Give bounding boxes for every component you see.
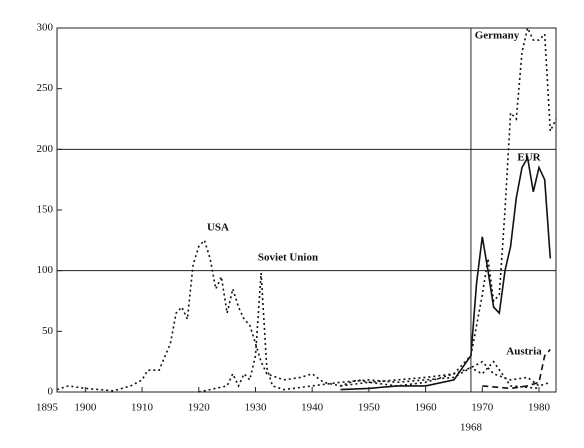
- y-tick-label: 250: [37, 82, 54, 94]
- series-label: Austria: [506, 346, 542, 358]
- series-label: EUR: [517, 152, 541, 164]
- y-tick-label: 300: [37, 22, 54, 34]
- y-tick-label: 200: [37, 143, 54, 155]
- series-label: Soviet Union: [258, 252, 318, 264]
- x-tick-label: 1895: [36, 402, 59, 414]
- marker-label: 1968: [460, 422, 483, 434]
- x-tick-label: 1970: [471, 402, 494, 414]
- x-tick-label: 1900: [74, 402, 97, 414]
- x-tick-label: 1950: [358, 402, 381, 414]
- series-line: [56, 238, 551, 392]
- plot-frame: [56, 27, 557, 393]
- y-tick-label: 100: [37, 264, 54, 276]
- x-tick-label: 1940: [301, 402, 324, 414]
- series-line: [198, 273, 540, 393]
- x-tick-label: 1930: [244, 402, 267, 414]
- y-tick-label: 150: [37, 204, 54, 216]
- x-tick-label: 1920: [188, 402, 211, 414]
- series-line: [482, 348, 551, 390]
- x-tick-label: 1980: [528, 402, 551, 414]
- y-tick-label: 50: [42, 325, 54, 337]
- x-tick-label: 1960: [415, 402, 438, 414]
- y-tick-label: 0: [48, 386, 54, 398]
- x-tick-label: 1910: [131, 402, 154, 414]
- series-label: Germany: [475, 30, 520, 42]
- series-line: [340, 155, 552, 391]
- series-line: [340, 25, 557, 387]
- series-label: USA: [207, 222, 229, 234]
